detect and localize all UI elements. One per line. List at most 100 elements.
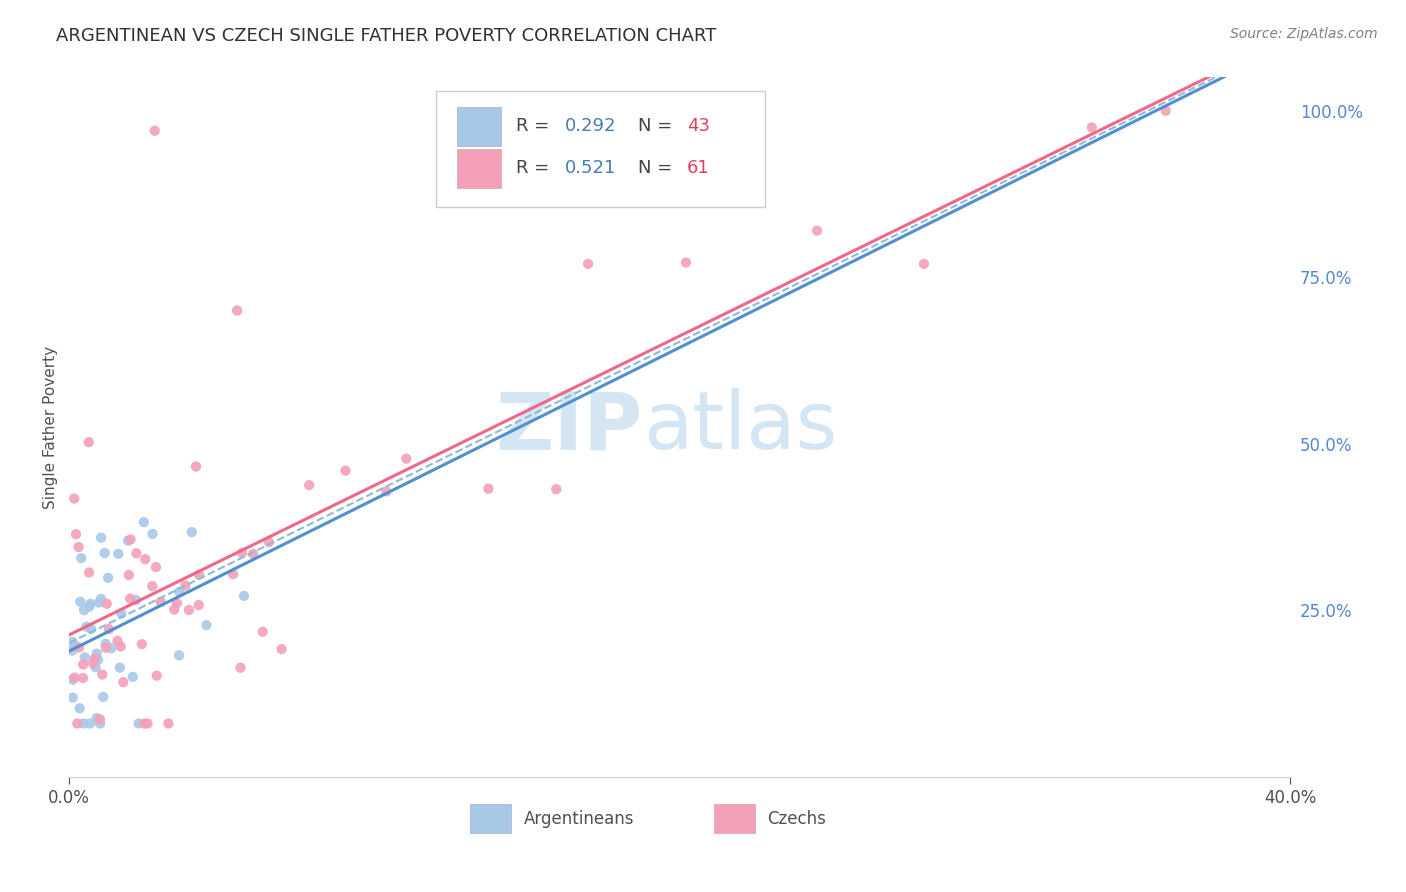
Point	[163, 602, 186, 616]
Point	[131, 637, 153, 651]
Point	[166, 596, 188, 610]
Point	[229, 661, 252, 675]
Point	[187, 598, 209, 612]
Point	[73, 603, 96, 617]
Text: R =: R =	[516, 118, 555, 136]
Text: R =: R =	[516, 160, 555, 178]
Point	[76, 620, 98, 634]
Point	[82, 656, 104, 670]
Point	[188, 567, 211, 582]
Point	[80, 622, 103, 636]
Point	[231, 546, 253, 560]
Point	[108, 661, 131, 675]
FancyBboxPatch shape	[714, 804, 755, 833]
Point	[233, 589, 256, 603]
Point	[180, 525, 202, 540]
Point	[252, 624, 274, 639]
Point	[107, 547, 129, 561]
Point	[134, 716, 156, 731]
Point	[125, 546, 148, 560]
Point	[806, 224, 828, 238]
Point	[66, 716, 89, 731]
FancyBboxPatch shape	[457, 149, 502, 188]
Point	[118, 568, 141, 582]
Point	[77, 566, 100, 580]
Point	[145, 668, 167, 682]
Point	[63, 491, 86, 506]
Point	[132, 515, 155, 529]
Point	[89, 716, 111, 731]
Point	[79, 597, 101, 611]
Point	[100, 641, 122, 656]
Point	[73, 650, 96, 665]
Point	[65, 639, 87, 653]
Point	[86, 647, 108, 661]
Point	[226, 303, 249, 318]
Point	[112, 675, 135, 690]
Point	[1080, 120, 1102, 135]
Text: ARGENTINEAN VS CZECH SINGLE FATHER POVERTY CORRELATION CHART: ARGENTINEAN VS CZECH SINGLE FATHER POVER…	[56, 27, 717, 45]
Text: 43: 43	[688, 118, 710, 136]
Point	[87, 653, 110, 667]
Point	[89, 713, 111, 727]
Point	[136, 716, 159, 731]
Point	[91, 667, 114, 681]
Point	[143, 124, 166, 138]
Point	[69, 595, 91, 609]
Point	[107, 634, 129, 648]
Point	[91, 690, 114, 704]
Point	[96, 597, 118, 611]
Point	[477, 482, 499, 496]
Point	[120, 533, 142, 547]
Point	[395, 451, 418, 466]
Point	[60, 643, 83, 657]
Point	[90, 531, 112, 545]
FancyBboxPatch shape	[436, 91, 765, 207]
Point	[65, 527, 87, 541]
Text: 0.521: 0.521	[565, 160, 616, 178]
Point	[270, 642, 292, 657]
Point	[72, 671, 94, 685]
Point	[177, 603, 200, 617]
Point	[335, 464, 357, 478]
Point	[67, 540, 90, 554]
Point	[145, 560, 167, 574]
Point	[242, 547, 264, 561]
Point	[84, 660, 107, 674]
Text: atlas: atlas	[643, 388, 838, 467]
Point	[93, 546, 115, 560]
Point	[546, 482, 568, 496]
Point	[167, 648, 190, 663]
Point	[87, 596, 110, 610]
Point	[62, 690, 84, 705]
Text: Czechs: Czechs	[768, 810, 827, 828]
Point	[94, 637, 117, 651]
Point	[134, 552, 156, 566]
Point	[675, 255, 697, 269]
Point	[63, 671, 86, 685]
Text: 0.292: 0.292	[565, 118, 616, 136]
Point	[174, 578, 197, 592]
Point	[121, 670, 143, 684]
Point	[79, 716, 101, 731]
Point	[169, 584, 191, 599]
Point	[110, 607, 132, 621]
Point	[149, 595, 172, 609]
Point	[77, 599, 100, 614]
FancyBboxPatch shape	[457, 107, 502, 146]
Text: 61: 61	[688, 160, 710, 178]
Point	[62, 673, 84, 687]
Point	[157, 716, 180, 731]
Point	[576, 257, 599, 271]
FancyBboxPatch shape	[470, 804, 512, 833]
Point	[125, 593, 148, 607]
Point	[257, 535, 280, 549]
Point	[222, 567, 245, 582]
Point	[72, 657, 94, 672]
Point	[67, 640, 90, 655]
Text: N =: N =	[638, 118, 678, 136]
Point	[120, 591, 142, 606]
Point	[60, 635, 83, 649]
Point	[83, 651, 105, 665]
Point	[117, 533, 139, 548]
